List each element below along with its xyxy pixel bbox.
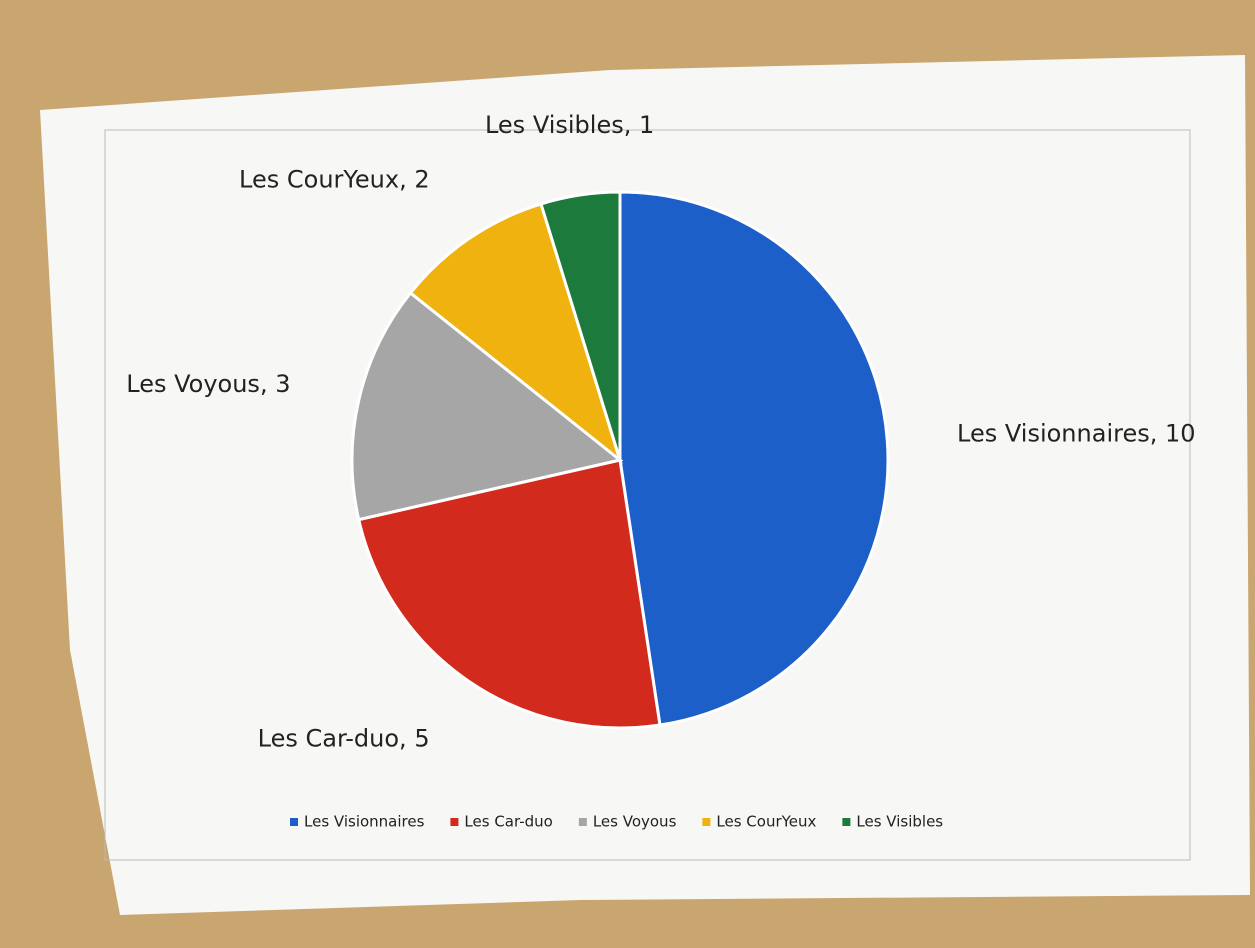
data-label: Les CourYeux, 2 — [239, 166, 430, 194]
legend-label: Les Voyous — [593, 813, 677, 831]
data-label: Les Car-duo, 5 — [258, 724, 430, 752]
legend-swatch — [842, 818, 850, 826]
page: Les Visionnaires, 10 Les Car-duo, 5 Les Vo… — [0, 0, 1255, 944]
legend-label: Les Car-duo — [464, 813, 552, 831]
data-label: Les Voyous, 3 — [126, 370, 290, 398]
legend-swatch — [290, 818, 298, 826]
data-label: Les Visionnaires, 10 — [957, 420, 1195, 448]
legend-label: Les Visibles — [856, 813, 943, 831]
legend-label: Les Visionnaires — [304, 813, 425, 831]
legend-swatch — [579, 818, 587, 826]
chart: Les Visionnaires, 10 Les Car-duo, 5 Les Vo… — [0, 0, 1255, 944]
legend-label: Les CourYeux — [716, 813, 816, 831]
data-label: Les Visibles, 1 — [485, 111, 654, 139]
legend-swatch — [702, 818, 710, 826]
legend-swatch — [450, 818, 458, 826]
